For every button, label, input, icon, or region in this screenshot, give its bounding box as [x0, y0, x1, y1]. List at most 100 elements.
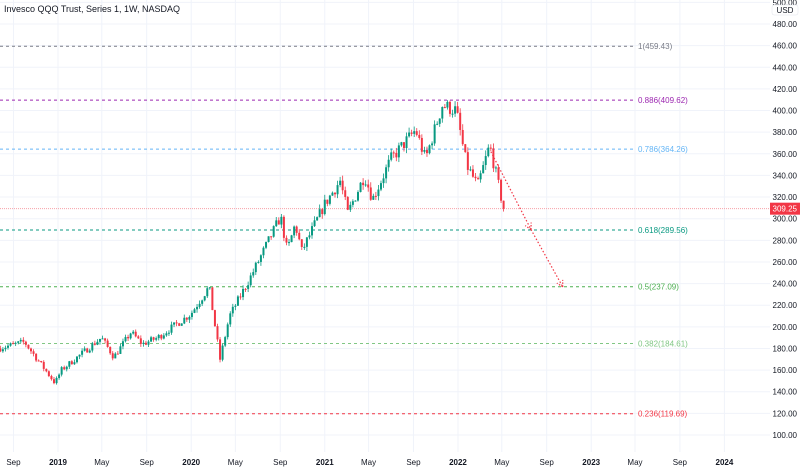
candle-body: [29, 348, 32, 352]
candle-body: [474, 176, 477, 179]
candle-body: [425, 150, 428, 154]
y-tick-label: 360.00: [773, 150, 798, 159]
candle-body: [316, 217, 319, 221]
x-tick-label: Sep: [406, 458, 421, 467]
candle-body: [165, 333, 168, 336]
candle-body: [193, 309, 196, 313]
candle-body: [116, 353, 119, 355]
x-tick-label: May: [627, 458, 642, 467]
candle-body: [382, 178, 385, 184]
candle-body: [369, 187, 372, 200]
candle-body: [106, 340, 109, 347]
candle-body: [446, 101, 449, 108]
candle-body: [275, 220, 278, 227]
candle-body: [147, 341, 150, 345]
candle-body: [451, 113, 454, 115]
candle-body: [150, 337, 153, 342]
candle-body: [390, 152, 393, 160]
candle-body: [234, 305, 237, 307]
last-price-label: 309.25: [773, 205, 798, 214]
candle-body: [198, 303, 201, 307]
fib-level-label: 0.382(184.61): [638, 339, 688, 348]
candle-body: [224, 337, 227, 346]
fib-level-label: 0.618(289.56): [638, 226, 688, 235]
candle-body: [402, 142, 405, 148]
y-tick-label: 380.00: [773, 128, 798, 137]
candle-body: [50, 376, 53, 380]
y-tick-label: 220.00: [773, 301, 798, 310]
candle-body: [32, 351, 35, 354]
candle-body: [86, 348, 89, 353]
candle-body: [438, 118, 441, 124]
x-tick-label: May: [228, 458, 243, 467]
candle-body: [408, 132, 411, 137]
candle-body: [290, 235, 293, 243]
candle-body: [162, 335, 165, 339]
y-tick-label: 240.00: [773, 280, 798, 289]
candle-body: [433, 124, 436, 144]
candle-body: [0, 348, 2, 352]
candle-body: [104, 338, 107, 341]
candle-body: [55, 377, 58, 384]
candle-body: [436, 123, 439, 125]
candle-body: [415, 131, 418, 135]
candle-body: [431, 143, 434, 146]
candle-body: [58, 374, 61, 378]
candle-body: [477, 178, 480, 180]
candle-body: [500, 179, 503, 201]
y-tick-label: 180.00: [773, 344, 798, 353]
candle-body: [277, 220, 280, 225]
y-tick-label: 200.00: [773, 323, 798, 332]
candle-body: [9, 343, 12, 346]
candle-body: [448, 101, 451, 114]
x-tick-label: Sep: [273, 458, 288, 467]
candle-body: [364, 184, 367, 186]
candle-body: [359, 182, 362, 193]
candle-body: [249, 275, 252, 286]
candle-body: [423, 150, 426, 152]
candle-body: [494, 167, 497, 169]
price-axis: [770, 0, 800, 472]
candle-body: [502, 200, 505, 209]
candle-body: [98, 338, 101, 342]
candle-body: [124, 336, 127, 342]
y-tick-label: 100.00: [773, 431, 798, 440]
candle-body: [73, 362, 76, 365]
projection-arrow: [490, 151, 532, 230]
fib-level-label: 0.5(237.09): [638, 283, 679, 292]
candle-body: [160, 335, 163, 339]
y-tick-label: 260.00: [773, 258, 798, 267]
candle-body: [262, 247, 265, 256]
candle-body: [173, 322, 176, 325]
candle-body: [88, 350, 91, 353]
projection-arrow: [530, 229, 564, 288]
fib-level-label: 1(459.43): [638, 42, 673, 51]
candle-body: [27, 344, 30, 349]
candle-body: [354, 200, 357, 202]
candle-body: [272, 226, 275, 237]
candle-body: [300, 239, 303, 247]
candle-body: [321, 209, 324, 215]
x-tick-label: Sep: [540, 458, 555, 467]
candle-body: [405, 136, 408, 148]
candle-body: [259, 255, 262, 262]
x-tick-label: 2019: [49, 458, 67, 467]
y-tick-label: 280.00: [773, 236, 798, 245]
candle-body: [152, 337, 155, 340]
candle-body: [211, 287, 214, 311]
candle-body: [183, 317, 186, 324]
candle-body: [346, 196, 349, 210]
y-tick-label: 300.00: [773, 215, 798, 224]
candle-body: [111, 353, 114, 359]
y-tick-label: 160.00: [773, 366, 798, 375]
candle-body: [201, 300, 204, 304]
candle-body: [392, 152, 395, 154]
candle-body: [351, 201, 354, 205]
x-tick-label: 2020: [182, 458, 200, 467]
candle-body: [367, 184, 370, 188]
candle-body: [35, 353, 38, 361]
candle-body: [397, 145, 400, 158]
y-tick-label: 320.00: [773, 193, 798, 202]
candle-body: [280, 216, 283, 225]
